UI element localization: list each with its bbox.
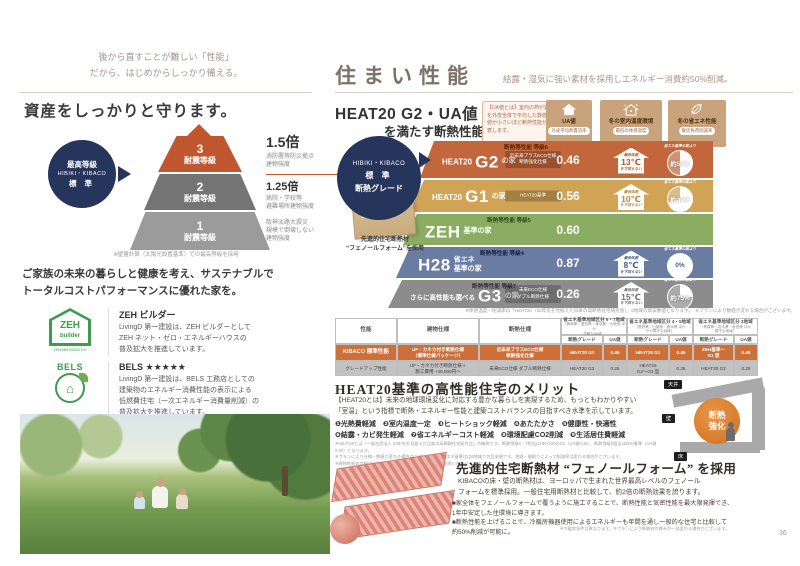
spec-divider xyxy=(266,174,348,175)
insulation-heading-line1: HEAT20 G2・UA値 0.46 xyxy=(335,106,516,123)
th-region-67: 省エネ基準地域区分 6・7地域 （静岡県・愛知県・東京都・大阪府 ほか 温暖な地域… xyxy=(561,316,627,336)
merit-intro: 【HEAT20とは】未来の地球環境変化に対応する豊かな暮らしを実現するため、もっ… xyxy=(335,397,637,415)
ua-value: 0.60 xyxy=(556,222,580,237)
arrow-right-icon xyxy=(118,166,131,182)
phenol-note: ※冷暖房条件は異なります。※プランにより断熱材の厚みが一部変わる場合がございます… xyxy=(560,526,730,531)
insulation-house-diagram: 断熱 強化 天井 壁 床 xyxy=(662,376,768,464)
left-tagline: 後から直すことが難しい「性能」 だから、はじめからしっかり備える。 xyxy=(89,52,243,78)
pyramid-footnote: ※壁量計算（太陽光設置基準）での最高等級を採用 xyxy=(113,252,239,258)
phenol-intro: KIBACOの床・壁の断熱材は、ヨーロッパで生まれた世界最高レベルのフェノール … xyxy=(458,478,705,496)
th-region-45: 省エネ基準地域区分 4・5地域 （長野県・山梨県・栃木県 ほか やや寒冷な地域） xyxy=(627,318,693,335)
house-snow-icon xyxy=(623,104,639,116)
temperature-house-icon: 最低体感 15℃ を下回らない xyxy=(613,282,649,308)
insulation-grade-badge: HIBIKI・KIBACO 標 準 断熱グレード xyxy=(337,136,421,220)
chart-row-zeh: 断熱等性能 等級5 ZEH 基準の家 0.60 xyxy=(403,214,713,245)
floor-shape xyxy=(680,442,760,453)
ua-value: 0.26 xyxy=(556,287,580,301)
wall-shape xyxy=(752,388,765,450)
top-grade-badge: 最高等級 HIBIKI・KIBACO 標 準 xyxy=(48,140,116,208)
bels-block: BELS ⌂ BELS ★★★★★ LivingD 第一建設は、BELS 工務店… xyxy=(42,362,320,419)
page-subtitle: 結露・湿気に強い素材を採用しエネルギー消費約50%削減。 xyxy=(503,74,733,84)
zeh-builder-text: ZEH ビルダー LivingD 第一建設は、ZEH ビルダーとして ZEH ネ… xyxy=(108,308,251,356)
row-upgrade-name: グレードアップ性能 xyxy=(335,361,397,376)
chart-row-g3: 断熱等性能 等級7 さらに高性能も選べる G3 の家 未来ECO仕様 ダブル断熱仕様… xyxy=(388,280,713,308)
chart-footnote: ※体感温度・削減率は「HEAT20（20年先を見据えた日本の高断熱住宅研究会）」… xyxy=(465,308,795,313)
temperature-house-icon: 最低体感 13℃ を下回らない xyxy=(613,147,649,174)
spec-badge: 未来ECO仕様 ダブル断熱仕様 xyxy=(505,285,561,303)
seismic-grade-pyramid: 最高等級 HIBIKI・KIBACO 標 準 3 耐震等級 2 耐震等級 1 耐… xyxy=(20,120,348,262)
merit-benefits-line2: ❻結露・カビ発生軽減 ❼省エネルギーコスト軽減 ❽環境配慮CO2削減 ❾生活居住… xyxy=(335,432,626,439)
zeh-builder-logo: ZEH builder ZEH28B-00633-CH xyxy=(42,308,98,352)
pyramid-peak xyxy=(186,124,212,137)
bels-text: BELS ★★★★★ LivingD 第一建設は、BELS 工務店としての 建築… xyxy=(108,362,259,419)
arrow-right-icon xyxy=(419,152,431,168)
ua-value: 0.56 xyxy=(556,189,580,203)
house-icon xyxy=(561,103,577,116)
row-standard-name: KIBACO 標準性能 xyxy=(335,344,397,361)
child-figure-2 xyxy=(134,491,145,509)
energy-pie: 省エネ基準の家より 約30% xyxy=(659,180,701,212)
spec-level-3: 1.5倍 消防署等防災拠点 建物強度 xyxy=(266,134,315,169)
pyramid-level-2: 2 耐震等級 xyxy=(144,174,256,210)
chart-row-heat20-g1: HEAT20 G1 の家 HEAT20基準 0.56 最低体感 10℃ を下回らない 省… xyxy=(410,180,713,212)
ua-value: 0.46 xyxy=(556,152,580,167)
product-caption: 先進的住宅断熱材 “フェノールフォーム”を採用 xyxy=(346,237,424,252)
family-garden-photo xyxy=(20,414,330,554)
leaf-icon xyxy=(691,104,702,115)
zeh-builder-block: ZEH builder ZEH28B-00633-CH ZEH ビルダー Liv… xyxy=(42,308,320,356)
spec-table: 性能 建物仕様 断熱仕様 省エネ基準地域区分 6・7地域 （静岡県・愛知県・東京都… xyxy=(335,316,758,376)
bels-house-icon: ⌂ xyxy=(55,373,88,403)
column-header-winter-temp: 冬の室内温度環境 最低の体感温度 xyxy=(600,100,662,147)
spec-level-1: 阪神淡路大震災 規模で倒壊しない 建物強度 xyxy=(266,220,315,243)
chart-row-h28: 断熱等性能 等級4 H28 省エネ 基準の家 0.87 最低体感 8℃ を下回らない … xyxy=(396,247,713,278)
energy-pie: 省エネ基準の家より 約50% xyxy=(659,144,701,176)
energy-pie: 省エネ基準の家より 約75% xyxy=(659,280,701,308)
phenol-point-1: ■家全体をフェノールフォームで覆うように施工することで、断熱性能と気密性能を最大… xyxy=(452,500,734,517)
foam-sample-circle xyxy=(330,514,360,544)
spec-badge: 近未来プラスECO仕様 断熱強化仕様 xyxy=(505,150,561,169)
zeh-builder-code: ZEH28B-00633-CH xyxy=(53,348,87,352)
wall-tag: 壁 xyxy=(662,414,676,423)
right-divider xyxy=(335,92,793,93)
person-figure xyxy=(726,422,735,441)
floor-tag: 床 xyxy=(674,452,688,461)
child-figure xyxy=(176,488,188,509)
pyramid-level-3: 3 耐震等級 xyxy=(158,136,242,172)
temperature-house-icon: 最低体感 8℃ を下回らない xyxy=(613,250,649,277)
tree-trunk xyxy=(282,466,288,496)
ua-value: 0.87 xyxy=(556,255,580,270)
insulation-heading-line2: を満たす断熱性能。 xyxy=(384,125,497,139)
temperature-house-icon: 最低体感 10℃ を下回らない xyxy=(613,184,649,211)
spec-badge: HEAT20基準 xyxy=(505,190,561,202)
column-header-ua: UA値 外皮平均熱貫流率 xyxy=(546,100,592,147)
energy-pie: 省エネ基準の家より 0% xyxy=(659,247,701,278)
phenol-point-2: ■断熱性能を上げることで、冷暖房機器使用によるエネルギーも年間を通し一般的な住宅… xyxy=(452,519,728,536)
chart-row-heat20-g2: 断熱等性能 等級6 HEAT20 G2 の家 近未来プラスECO仕様 断熱強化仕様 … xyxy=(420,141,713,178)
th-building-spec: 建物仕様 xyxy=(397,318,479,344)
ceiling-tag: 天井 xyxy=(664,380,683,389)
page-number: 36 xyxy=(779,530,787,537)
parent-figure xyxy=(152,478,168,508)
left-divider xyxy=(20,92,312,93)
phenolic-foam-boards-image xyxy=(330,451,455,550)
th-region-3: 省エネ基準地域区分 3地域 （青森県・岩手県・秋田県 ほか 寒冷な地域） xyxy=(693,318,758,335)
pyramid-level-1: 1 耐震等級 xyxy=(130,212,270,250)
th-insulation-spec: 断熱仕様 xyxy=(479,318,561,344)
column-header-energy-saving: 冬の省エネ性能 暖房負荷削減率 xyxy=(668,100,726,147)
merit-benefits-line1: ❶光熱費軽減 ❷室内温度一定 ❸ヒートショック軽減 ❹あたたかさ ❺健康性・快適… xyxy=(335,421,617,428)
zeh-house-icon: ZEH builder xyxy=(49,308,91,346)
phenol-section-title: 先進的住宅断熱材 “フェノールフォーム” を採用 xyxy=(456,462,737,476)
left-section-heading: 資産をしっかりと守ります。 xyxy=(24,103,237,120)
bels-logo: BELS ⌂ xyxy=(42,362,98,403)
page-title: 住まい性能 xyxy=(335,64,475,88)
spec-level-2: 1.25倍 病院・学校等 避難場所建物強度 xyxy=(266,181,315,211)
th-performance: 性能 xyxy=(335,318,397,344)
left-message: ご家族の未来の暮らしと健康を考え、サステナブルで トータルコストパフォーマンスに… xyxy=(22,268,274,298)
merit-section-title: HEAT20基準の高性能住宅のメリット xyxy=(335,382,581,397)
